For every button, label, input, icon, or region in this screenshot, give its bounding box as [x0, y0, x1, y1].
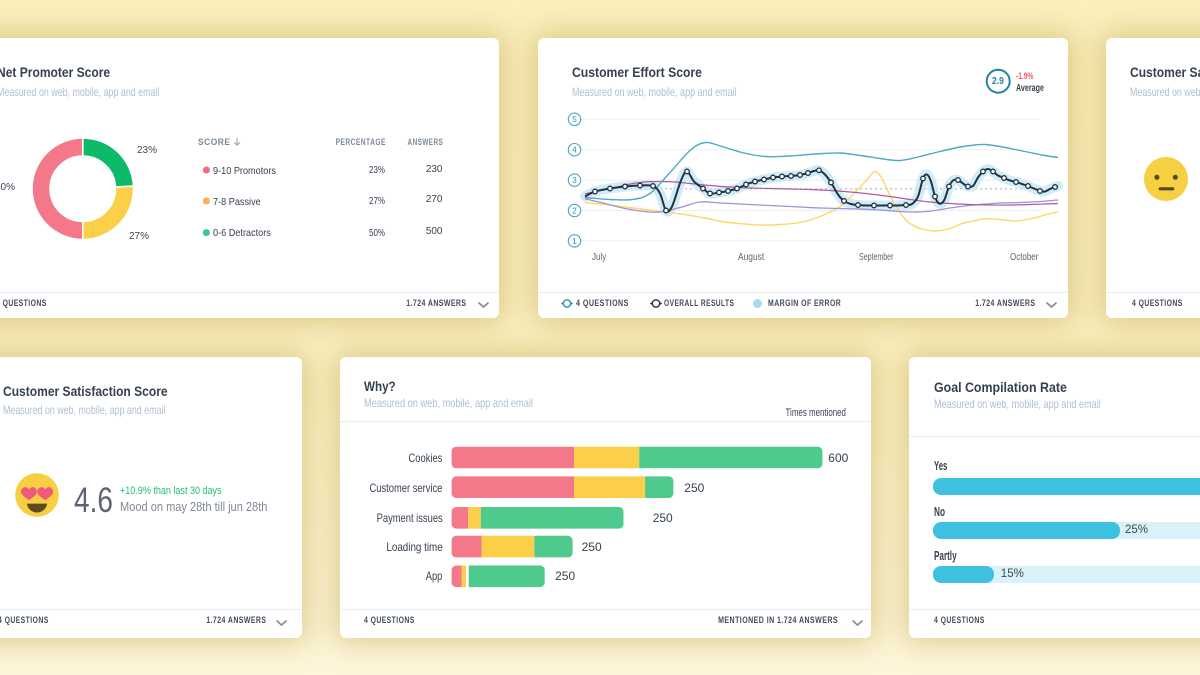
- svg-text:2: 2: [572, 206, 577, 215]
- svg-text:3: 3: [572, 176, 577, 185]
- svg-text:4: 4: [572, 145, 577, 154]
- svg-text:1: 1: [572, 236, 577, 245]
- svg-text:5: 5: [572, 115, 577, 124]
